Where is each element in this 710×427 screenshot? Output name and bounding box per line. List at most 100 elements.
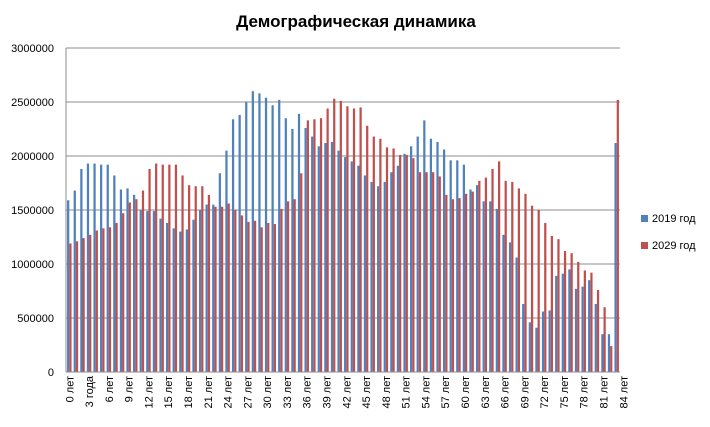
axes: [65, 48, 620, 373]
bar-2019: [106, 164, 109, 372]
bar-2029: [491, 168, 494, 372]
bar-2019: [383, 181, 386, 372]
bar-2029: [451, 199, 455, 372]
bar-2019: [370, 181, 373, 372]
bar-2019: [139, 210, 142, 372]
x-tick-label: 21 лет: [203, 376, 215, 409]
bar-2029: [207, 194, 211, 372]
bar-2019: [80, 168, 83, 372]
x-tick-label: 45 лет: [361, 376, 373, 409]
x-tick-label: 66 лет: [500, 376, 512, 409]
bar-2019: [337, 150, 340, 372]
bar-2029: [313, 119, 316, 372]
bar-2019: [429, 138, 433, 372]
bar-2029: [418, 172, 422, 372]
bar-2029: [610, 346, 613, 372]
legend-swatch: [641, 215, 648, 222]
bar-2029: [194, 186, 197, 372]
x-tick-label: 54 лет: [420, 376, 432, 409]
bar-2019: [198, 210, 202, 372]
bar-2029: [497, 161, 501, 372]
bar-2019: [581, 286, 584, 372]
bar-2019: [502, 234, 505, 372]
x-tick-label: 48 лет: [381, 376, 393, 409]
legend-swatch: [641, 242, 648, 249]
bar-2019: [258, 93, 261, 373]
x-tick-label: 9 лет: [124, 376, 136, 402]
bar-2029: [155, 163, 158, 372]
bar-2029: [128, 202, 131, 372]
bar-2029: [135, 199, 138, 372]
series-2: [69, 98, 619, 373]
bar-2019: [119, 189, 123, 372]
chart-title: Демографическая динамика: [236, 12, 476, 31]
bar-2029: [557, 239, 560, 372]
bar-2029: [596, 289, 600, 372]
bar-2019: [548, 310, 551, 372]
bar-2019: [495, 208, 498, 372]
x-tick-label: 27 лет: [242, 376, 254, 409]
bar-2029: [544, 222, 547, 372]
bar-2019: [568, 269, 571, 372]
bar-2029: [286, 201, 290, 372]
bar-2019: [212, 204, 215, 372]
x-tick-label: 81 лет: [599, 376, 611, 409]
bar-2029: [220, 206, 224, 372]
bar-2019: [126, 188, 129, 372]
y-tick-label: 2000000: [11, 151, 54, 163]
y-tick-label: 500000: [17, 313, 54, 325]
x-tick-label: 3 года: [84, 375, 96, 407]
bar-2019: [218, 173, 221, 372]
bar-2019: [192, 219, 195, 372]
bar-2019: [133, 194, 136, 372]
x-tick-label: 51 лет: [401, 376, 413, 409]
x-tick-label: 39 лет: [322, 376, 334, 409]
bar-2019: [588, 280, 591, 372]
bar-2029: [75, 241, 79, 372]
bar-2029: [260, 227, 263, 372]
bar-2019: [225, 150, 228, 372]
bar-2029: [478, 180, 481, 372]
y-tick-label: 1500000: [11, 205, 54, 217]
bar-2029: [95, 230, 98, 372]
bar-2019: [100, 164, 103, 372]
x-tick-label: 18 лет: [183, 376, 195, 409]
bar-2029: [603, 307, 606, 372]
y-tick-label: 2500000: [11, 97, 54, 109]
bar-2029: [306, 120, 309, 372]
bar-2029: [504, 180, 507, 372]
bar-2029: [174, 164, 178, 372]
bar-2019: [357, 165, 360, 372]
bar-2019: [469, 189, 472, 372]
bar-2019: [245, 102, 248, 372]
bar-2029: [115, 222, 118, 372]
bar-2029: [445, 194, 448, 372]
bar-2029: [563, 251, 567, 372]
bar-2019: [403, 153, 406, 372]
bar-2019: [535, 327, 538, 372]
bar-2029: [247, 221, 250, 372]
bar-2029: [234, 210, 237, 372]
bar-2019: [541, 311, 545, 372]
bar-2019: [423, 120, 426, 372]
bar-2029: [280, 208, 283, 372]
bar-2029: [471, 191, 474, 372]
bar-2019: [436, 141, 439, 372]
bar-2019: [297, 113, 301, 372]
bar-2019: [489, 201, 492, 372]
bar-2019: [515, 257, 518, 372]
x-tick-label: 24 лет: [223, 376, 235, 409]
bar-2029: [108, 227, 112, 372]
y-tick-label: 3000000: [11, 43, 54, 55]
bar-2019: [561, 273, 564, 372]
bar-2029: [425, 172, 428, 372]
bar-2019: [291, 129, 294, 372]
bar-2019: [462, 164, 466, 372]
bar-2029: [359, 107, 362, 373]
bar-2019: [614, 143, 617, 372]
bar-2029: [333, 98, 336, 372]
bar-2019: [264, 97, 268, 373]
bar-2019: [574, 288, 578, 372]
x-tick-label: 84 лет: [618, 376, 630, 409]
bar-2019: [231, 119, 235, 372]
